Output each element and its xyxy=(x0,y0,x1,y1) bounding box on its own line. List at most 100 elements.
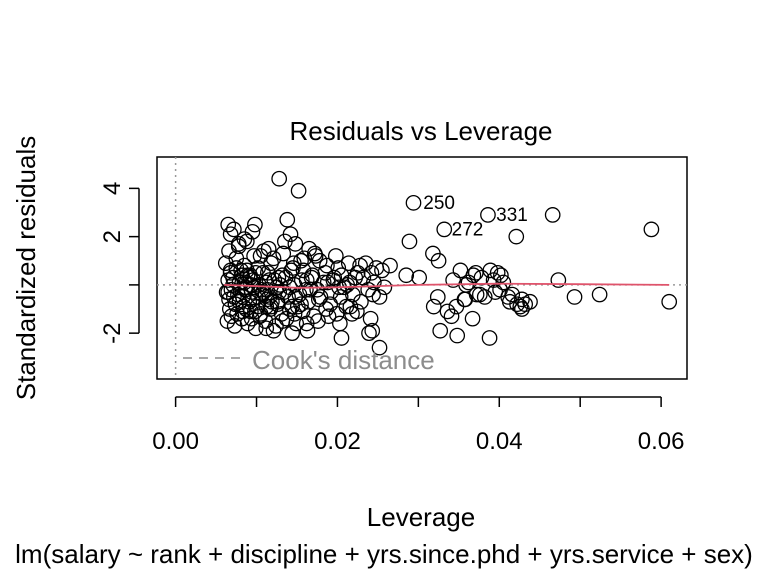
data-point xyxy=(231,293,248,310)
data-point xyxy=(299,322,316,339)
data-point xyxy=(443,308,460,325)
data-point xyxy=(361,325,377,341)
x-tick-label: 0.04 xyxy=(476,428,523,455)
data-point xyxy=(376,279,393,296)
point-label-250: 250 xyxy=(423,193,455,214)
data-point xyxy=(255,284,271,300)
data-point xyxy=(476,289,493,305)
chart-title: Residuals vs Leverage xyxy=(289,116,552,146)
data-point xyxy=(287,236,304,252)
smooth-line-group xyxy=(224,282,670,289)
data-point xyxy=(259,264,276,281)
data-point xyxy=(326,269,343,286)
data-point xyxy=(468,286,485,303)
data-point xyxy=(250,289,266,305)
data-point xyxy=(405,195,422,211)
data-point xyxy=(509,296,525,313)
data-point xyxy=(223,308,240,325)
data-point xyxy=(252,248,269,264)
plot-area-frame xyxy=(156,156,688,380)
data-point xyxy=(247,216,263,233)
y-tick-label: -2 xyxy=(99,322,126,343)
data-point xyxy=(512,298,529,315)
data-point xyxy=(246,279,262,296)
data-point xyxy=(263,298,279,315)
data-point xyxy=(643,221,660,238)
x-axis-label: Leverage xyxy=(367,502,475,532)
legend-label-cooks-distance: Cook's distance xyxy=(252,345,435,375)
data-point xyxy=(508,228,525,245)
x-tick-label: 0.00 xyxy=(152,428,199,455)
data-point xyxy=(482,262,499,279)
data-point xyxy=(281,301,298,317)
data-point xyxy=(278,310,295,327)
data-point xyxy=(315,274,332,291)
data-point xyxy=(439,303,456,320)
data-point xyxy=(327,248,344,264)
data-point xyxy=(220,216,237,233)
data-point xyxy=(226,289,242,305)
point-label-272: 272 xyxy=(452,219,484,240)
data-point xyxy=(436,221,453,238)
point-label-331: 331 xyxy=(496,205,528,226)
data-point xyxy=(457,291,474,308)
data-point xyxy=(432,322,449,339)
data-point xyxy=(333,330,350,346)
data-point xyxy=(234,267,250,284)
data-point xyxy=(276,233,293,250)
y-axis: -2 2 4 xyxy=(99,182,140,344)
data-point xyxy=(234,310,250,327)
data-point xyxy=(480,207,496,223)
smooth-line xyxy=(224,282,670,289)
data-point xyxy=(340,255,357,272)
data-point xyxy=(294,303,311,320)
data-point xyxy=(286,305,303,322)
data-point xyxy=(353,293,369,310)
data-point xyxy=(298,315,315,332)
data-point xyxy=(425,298,442,315)
data-point xyxy=(318,301,334,317)
data-point xyxy=(246,248,262,264)
data-point xyxy=(425,245,441,262)
data-point xyxy=(239,267,256,284)
legend: Cook's distance xyxy=(183,345,435,375)
data-point xyxy=(274,313,291,329)
x-tick-label: 0.02 xyxy=(314,428,361,455)
data-point xyxy=(307,248,324,264)
y-tick-label: 4 xyxy=(99,182,126,195)
data-point xyxy=(238,233,255,250)
data-point xyxy=(285,255,302,272)
data-point xyxy=(319,257,335,274)
data-point xyxy=(550,272,567,288)
y-axis-label: Standardized residuals xyxy=(11,136,41,401)
data-point xyxy=(341,274,358,291)
data-point xyxy=(280,289,296,305)
data-points xyxy=(217,170,678,356)
data-point xyxy=(566,289,583,305)
x-axis: 0.00 0.02 0.04 0.06 xyxy=(152,396,685,455)
data-point xyxy=(481,330,498,346)
data-point xyxy=(449,327,466,344)
data-point xyxy=(320,308,337,325)
data-point xyxy=(296,250,313,267)
y-tick-label: 2 xyxy=(99,230,126,243)
data-point xyxy=(275,245,292,262)
data-point xyxy=(226,221,242,238)
x-tick-label: 0.06 xyxy=(638,428,685,455)
data-point xyxy=(271,170,288,187)
data-point xyxy=(504,286,521,303)
data-point xyxy=(398,267,415,284)
data-point xyxy=(360,281,377,298)
data-point xyxy=(279,211,296,228)
data-point xyxy=(258,320,275,337)
data-point xyxy=(514,301,530,317)
data-point xyxy=(514,291,530,308)
data-point xyxy=(363,264,380,281)
data-point xyxy=(401,233,418,250)
point-labels: 250 272 331 xyxy=(423,193,528,241)
data-point xyxy=(371,289,388,305)
data-point xyxy=(298,281,314,298)
data-point xyxy=(661,293,678,310)
